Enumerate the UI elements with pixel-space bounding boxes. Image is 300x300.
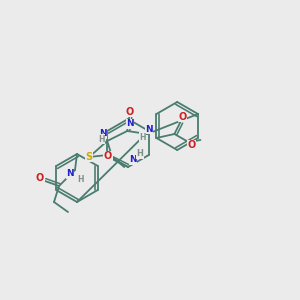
Text: N: N (126, 119, 134, 128)
Text: H: H (136, 149, 143, 158)
Text: S: S (86, 152, 93, 162)
Text: N: N (129, 155, 137, 164)
Text: N: N (66, 169, 74, 178)
Text: N: N (146, 124, 153, 134)
Text: O: O (187, 140, 196, 150)
Text: N: N (99, 130, 107, 139)
Text: O: O (36, 173, 44, 183)
Text: H: H (139, 133, 146, 142)
Text: O: O (125, 107, 133, 117)
Text: O: O (178, 112, 187, 122)
Text: H: H (77, 176, 83, 184)
Text: O: O (104, 151, 112, 161)
Text: H: H (98, 134, 104, 143)
